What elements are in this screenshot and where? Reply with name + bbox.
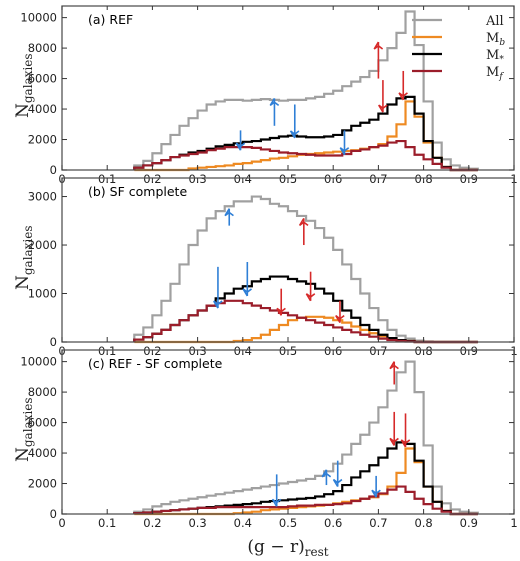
arrow-3	[289, 104, 300, 139]
x-tick-label: 0.8	[414, 516, 432, 530]
arrow-head	[339, 147, 350, 156]
y-tick-label: 10000	[20, 11, 57, 25]
y-tick-label: 2000	[28, 133, 57, 147]
y-tick-label: 2000	[28, 477, 57, 491]
panel-label: (c) REF - SF complete	[88, 356, 223, 371]
arrow-4	[339, 130, 350, 156]
arrow-head	[224, 208, 234, 217]
x-tick-label: 0.3	[188, 516, 206, 530]
panel-3: 0 0.1 0.2 0.3 0.4 0.5 0.6 0.7 0.8 0.9 1 0 2000 4000 60…	[13, 349, 518, 530]
x-tick-label: 0.9	[460, 516, 478, 530]
y-tick-label: 0	[50, 335, 57, 349]
arrow-3	[242, 262, 253, 297]
x-tick-label: 0	[58, 516, 65, 530]
panel-label: (a) REF	[88, 12, 133, 27]
legend-label: Mb	[486, 31, 505, 48]
panel-2: 00.10.20.30.40.50.60.70.80.9101000200030…	[13, 177, 518, 358]
legend-label: Mf	[486, 65, 504, 82]
x-tick-label: 0.6	[324, 516, 342, 530]
y-tick-label: 6000	[28, 416, 57, 430]
y-tick-label: 4000	[28, 446, 57, 460]
y-tick-label: 0	[50, 507, 57, 521]
arrow-head	[398, 92, 408, 101]
arrow-3	[332, 460, 343, 487]
arrow-1	[271, 474, 282, 507]
x-tick-label: 0.4	[234, 516, 252, 530]
y-tick-label: 4000	[28, 102, 57, 116]
arrow-4	[298, 217, 309, 246]
arrow-2	[321, 469, 332, 486]
arrow-head	[378, 104, 388, 113]
series-all-line	[133, 195, 478, 344]
legend: All MbM*Mf	[412, 14, 505, 82]
arrow-head	[235, 142, 246, 151]
arrow-2	[269, 97, 280, 126]
arrow-5	[373, 41, 384, 79]
arrow-head	[242, 288, 253, 297]
legend-label: M*	[486, 48, 504, 65]
legend-item-mf: Mf	[412, 65, 504, 82]
y-tick-label: 3000	[28, 190, 57, 204]
y-tick-label: 8000	[28, 385, 57, 399]
y-axis-label: Ngalaxies	[13, 397, 35, 462]
arrow-4	[371, 475, 381, 498]
x-tick-label: 1	[510, 516, 517, 530]
arrow-2	[213, 266, 223, 309]
arrow-5	[389, 361, 399, 385]
legend-label: All	[485, 14, 504, 29]
arrow-head	[371, 489, 381, 498]
series-all-line	[133, 10, 479, 170]
y-tick-label: 0	[50, 163, 57, 177]
arrow-head	[389, 437, 399, 446]
arrow-head	[332, 478, 343, 487]
legend-item-all: All	[412, 14, 504, 29]
series-mf-line	[133, 299, 478, 344]
series-all-line	[133, 360, 479, 514]
x-tick-label: 0.7	[369, 516, 387, 530]
y-tick-label: 8000	[28, 41, 57, 55]
arrow-6	[389, 411, 399, 446]
arrow-head	[321, 469, 332, 478]
arrow-6	[378, 80, 388, 113]
y-axis-label: Ngalaxies	[13, 225, 35, 290]
legend-item-mb: Mb	[412, 31, 505, 48]
arrow-head	[276, 307, 286, 316]
arrow-head	[373, 41, 384, 50]
panel-frame	[61, 5, 515, 171]
series-ms-line	[133, 275, 478, 344]
arrow-head	[400, 439, 411, 448]
arrow-7	[335, 300, 345, 324]
arrow-head	[389, 361, 399, 370]
series-mf-line	[133, 139, 478, 172]
y-tick-label: 1000	[28, 287, 57, 301]
y-axis-label: Ngalaxies	[13, 53, 35, 118]
arrow-head	[298, 217, 309, 227]
arrow-7	[398, 70, 408, 101]
panel-label: (b) SF complete	[88, 184, 187, 199]
arrow-head	[213, 300, 223, 309]
arrow-6	[305, 271, 316, 302]
x-tick-label: 0.5	[279, 516, 297, 530]
arrow-5	[276, 288, 286, 316]
y-tick-label: 10000	[20, 355, 57, 369]
arrow-1	[235, 130, 246, 151]
y-tick-label: 6000	[28, 72, 57, 86]
y-tick-label: 2000	[28, 238, 57, 252]
arrow-1	[224, 208, 234, 226]
legend-item-ms: M*	[412, 48, 504, 65]
arrow-7	[400, 413, 411, 448]
x-tick-label: 0.1	[98, 516, 116, 530]
x-tick-label: 0.2	[143, 516, 161, 530]
arrow-head	[289, 130, 300, 139]
panel-frame	[61, 177, 515, 343]
arrow-head	[335, 314, 345, 324]
x-axis-label: (g − r)rest	[247, 537, 328, 559]
series-mf-line	[133, 485, 478, 516]
panel-frame	[61, 349, 515, 515]
arrow-head	[271, 498, 282, 507]
arrow-head	[269, 97, 280, 107]
arrow-head	[305, 293, 316, 302]
panel-1: 00.10.20.30.40.50.60.70.80.9102000400060…	[13, 5, 518, 186]
